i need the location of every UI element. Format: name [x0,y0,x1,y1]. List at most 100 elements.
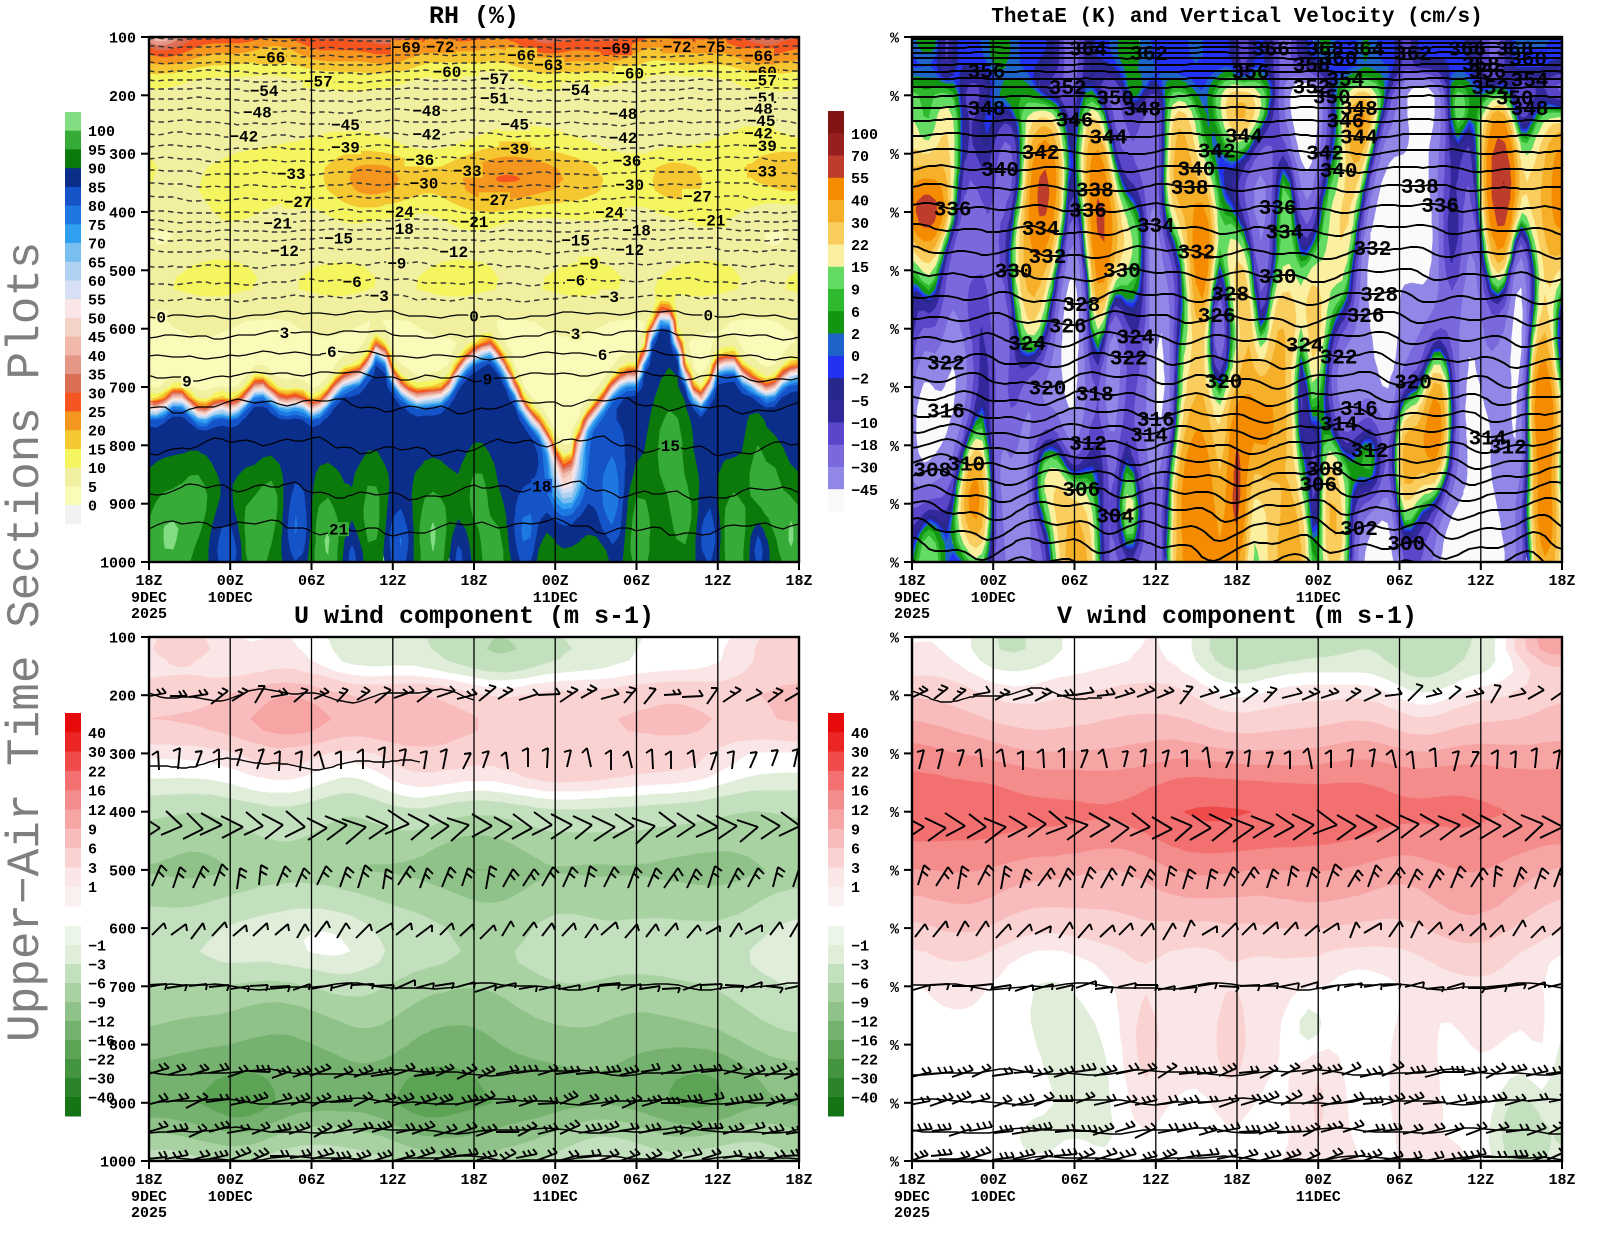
svg-text:312: 312 [1351,441,1389,464]
svg-text:18Z: 18Z [1223,1172,1250,1189]
svg-text:356: 356 [1469,62,1507,85]
svg-text:%: % [890,556,900,573]
svg-text:−3: −3 [370,288,389,306]
svg-text:348: 348 [1123,100,1161,123]
svg-text:324: 324 [1008,334,1046,357]
svg-text:12: 12 [851,803,869,820]
svg-text:−24: −24 [595,204,624,222]
svg-text:−6: −6 [342,274,361,292]
svg-text:500: 500 [109,863,136,880]
svg-text:50: 50 [88,311,106,328]
svg-text:−75: −75 [697,39,726,57]
svg-text:11DEC: 11DEC [533,590,578,607]
svg-text:18Z: 18Z [898,1172,925,1189]
svg-text:900: 900 [109,1096,136,1113]
svg-text:−6: −6 [88,977,106,994]
svg-text:%: % [890,1155,900,1172]
svg-text:10: 10 [88,461,106,478]
svg-text:330: 330 [995,261,1033,284]
svg-text:356: 356 [968,62,1006,85]
svg-text:00Z: 00Z [542,1172,569,1189]
svg-text:346: 346 [1326,112,1364,135]
svg-text:900: 900 [109,497,136,514]
svg-text:−69: −69 [602,41,631,59]
svg-text:−48: −48 [609,106,638,124]
svg-text:−45: −45 [851,483,878,500]
svg-text:342: 342 [1306,144,1344,167]
svg-text:15: 15 [851,260,869,277]
svg-text:21: 21 [329,522,348,540]
svg-text:336: 336 [934,200,972,223]
svg-text:314: 314 [1130,425,1168,448]
svg-text:350: 350 [1313,88,1351,111]
svg-text:−40: −40 [851,1091,878,1108]
svg-text:600: 600 [109,922,136,939]
svg-text:322: 322 [927,354,965,377]
svg-text:−72: −72 [663,39,692,57]
svg-text:−22: −22 [851,1053,878,1070]
svg-text:−12: −12 [615,242,644,260]
svg-text:332: 332 [1028,247,1066,270]
svg-text:0: 0 [88,499,97,516]
svg-text:6: 6 [851,842,860,859]
svg-text:18Z: 18Z [135,573,162,590]
svg-text:1: 1 [851,880,860,897]
svg-text:320: 320 [1205,372,1243,395]
svg-text:342: 342 [1198,142,1236,165]
svg-text:−10: −10 [851,416,878,433]
svg-text:%: % [890,322,900,339]
svg-text:6: 6 [327,344,337,362]
svg-text:6: 6 [598,347,608,365]
svg-text:−36: −36 [613,153,642,171]
svg-text:%: % [890,805,900,822]
svg-text:9: 9 [182,373,192,391]
svg-text:3: 3 [571,326,581,344]
svg-text:ThetaE (K) and Vertical Veloci: ThetaE (K) and Vertical Velocity (cm/s) [991,6,1482,29]
svg-text:332: 332 [1177,242,1215,265]
svg-text:326: 326 [1049,316,1087,339]
svg-text:12Z: 12Z [1467,1172,1494,1189]
svg-text:%: % [890,497,900,514]
svg-text:308: 308 [1306,460,1344,483]
svg-text:−16: −16 [88,1034,115,1051]
svg-text:30: 30 [851,216,869,233]
svg-text:−30: −30 [851,461,878,478]
svg-text:−5: −5 [851,394,869,411]
svg-text:−9: −9 [851,996,869,1013]
svg-text:340: 340 [1320,161,1358,184]
svg-text:352: 352 [1293,78,1331,101]
svg-text:−33: −33 [748,163,777,181]
svg-text:336: 336 [1259,198,1297,221]
svg-text:9DEC: 9DEC [131,1189,167,1206]
svg-text:314: 314 [1469,428,1507,451]
svg-text:700: 700 [109,381,136,398]
svg-text:−33: −33 [453,163,482,181]
svg-text:9DEC: 9DEC [131,590,167,607]
svg-text:−54: −54 [561,82,590,100]
svg-text:20: 20 [88,424,106,441]
svg-text:344: 344 [1089,128,1127,151]
svg-text:−24: −24 [385,204,414,222]
svg-text:6: 6 [851,305,860,322]
svg-text:06Z: 06Z [1386,573,1413,590]
svg-text:00Z: 00Z [980,1172,1007,1189]
svg-text:30: 30 [88,745,106,762]
svg-text:−33: −33 [277,166,306,184]
svg-text:312: 312 [1489,437,1527,460]
svg-text:00Z: 00Z [217,573,244,590]
svg-text:−66: −66 [744,48,773,66]
svg-text:600: 600 [109,322,136,339]
svg-text:−27: −27 [480,192,509,210]
svg-text:06Z: 06Z [298,573,325,590]
svg-text:−9: −9 [88,996,106,1013]
svg-text:−66: −66 [256,50,285,68]
svg-text:−60: −60 [615,66,644,84]
svg-text:−39: −39 [500,141,529,159]
svg-text:322: 322 [1320,348,1358,371]
svg-text:334: 334 [1265,223,1303,246]
svg-text:12Z: 12Z [704,573,731,590]
svg-text:364: 364 [1069,40,1107,63]
svg-text:16: 16 [88,784,106,801]
svg-text:348: 348 [1511,99,1549,122]
svg-text:%: % [890,863,900,880]
